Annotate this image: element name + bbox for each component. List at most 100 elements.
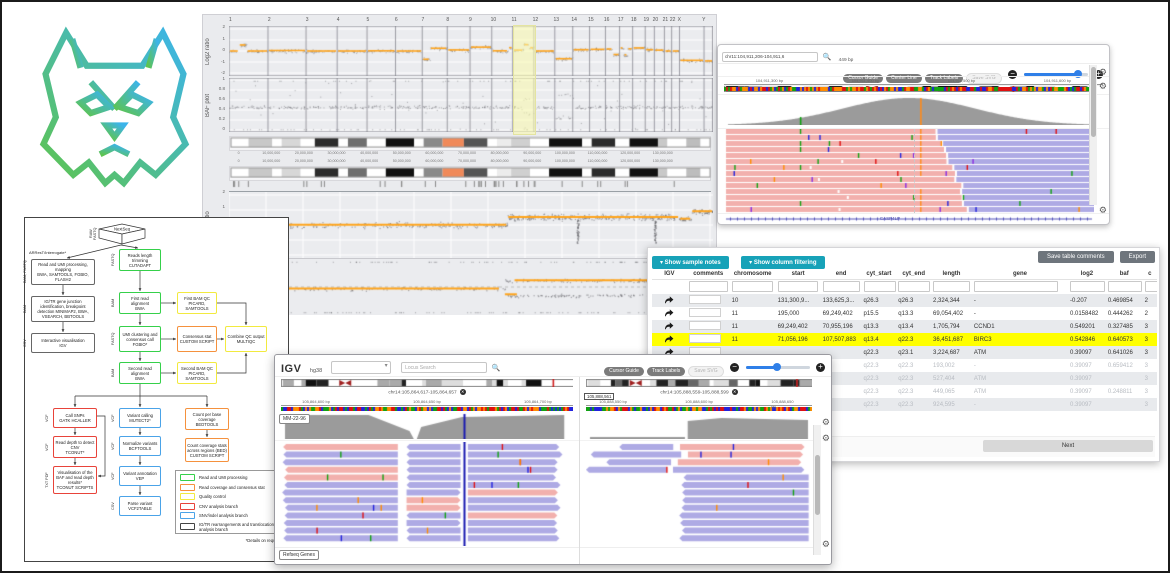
ruler-tick: 105,864,650 bp bbox=[413, 399, 441, 404]
filter-input-end[interactable] bbox=[823, 281, 860, 292]
scale-tick: 20,000,000 bbox=[295, 151, 313, 155]
locus-title: chr14:105,864,617-105,864,657✕ bbox=[275, 389, 579, 398]
flow-node-gr4: Second readalignmentBWA bbox=[119, 362, 161, 384]
chrom-label-3: 3 bbox=[306, 17, 309, 23]
igv-bottom-buttons: Cursor GuideTrack LabelsSave SVG bbox=[601, 359, 724, 376]
filter-input-baf[interactable] bbox=[1108, 281, 1142, 292]
scale-tick: 100,000,000 bbox=[555, 151, 575, 155]
filter-input-length[interactable] bbox=[933, 281, 970, 292]
chr11-log2-detail-plot[interactable] bbox=[229, 192, 713, 258]
comment-cell[interactable] bbox=[687, 333, 730, 346]
gear-icon[interactable]: ⚙ bbox=[1099, 81, 1107, 91]
cell-chromosome: 11 bbox=[730, 307, 776, 320]
column-header-gene[interactable]: gene bbox=[972, 269, 1068, 280]
export-button[interactable]: Export bbox=[1120, 251, 1155, 263]
scale-tick: 60,000,000 bbox=[425, 159, 443, 163]
zoom-slider[interactable] bbox=[746, 366, 810, 369]
gear-icon[interactable]: ⚙ bbox=[822, 417, 830, 427]
track-labels-button[interactable]: Track Labels bbox=[647, 367, 685, 376]
comment-cell[interactable] bbox=[687, 294, 730, 307]
vertical-scrollbar[interactable] bbox=[1089, 65, 1097, 205]
cell-c: 2 bbox=[1143, 294, 1157, 307]
save-svg-button[interactable]: Save SVG bbox=[688, 366, 723, 377]
close-icon[interactable]: ✕ bbox=[460, 389, 466, 395]
comment-input[interactable] bbox=[689, 308, 721, 317]
filter-input-gene[interactable] bbox=[974, 281, 1058, 292]
igv-link-icon[interactable] bbox=[652, 294, 687, 307]
chrom-label-7: 7 bbox=[421, 17, 424, 23]
filter-input-c[interactable] bbox=[1145, 281, 1157, 292]
column-header-log2[interactable]: log2 bbox=[1068, 269, 1106, 280]
cursor-guide-button[interactable]: Cursor Guide bbox=[604, 367, 644, 376]
search-icon[interactable]: 🔍 bbox=[822, 54, 831, 61]
flow-node-b3: Variant annotationVEP bbox=[119, 466, 161, 486]
filter-input-chromosome[interactable] bbox=[732, 281, 774, 292]
zoom-in-button[interactable]: + bbox=[816, 363, 825, 372]
gear-icon[interactable]: ⚙ bbox=[1099, 67, 1107, 77]
filter-input-comments[interactable] bbox=[689, 281, 728, 292]
coverage-track[interactable]: MM-22-96 bbox=[275, 412, 579, 440]
next-page-button[interactable]: Next bbox=[983, 440, 1153, 452]
column-header-cyt_start[interactable]: cyt_start bbox=[862, 269, 897, 280]
comment-input[interactable] bbox=[689, 295, 721, 304]
alignment-track[interactable] bbox=[580, 440, 818, 547]
gear-icon[interactable]: ⚙ bbox=[1099, 205, 1107, 215]
axis-tick: 1 bbox=[222, 76, 225, 81]
close-icon[interactable]: ✕ bbox=[732, 389, 738, 395]
filter-input-start[interactable] bbox=[778, 281, 819, 292]
comment-cell[interactable] bbox=[687, 307, 730, 320]
igv-link-icon[interactable] bbox=[652, 320, 687, 333]
scale-tick: 120,000,000 bbox=[620, 151, 640, 155]
alignment-track[interactable] bbox=[718, 129, 1109, 214]
alignment-track[interactable] bbox=[275, 440, 579, 547]
gear-icon[interactable]: ⚙ bbox=[822, 433, 830, 443]
vertical-scrollbar[interactable] bbox=[813, 425, 821, 555]
cell-baf bbox=[1106, 398, 1143, 411]
column-header-chromosome[interactable]: chromosome bbox=[730, 269, 776, 280]
save-table-comments-button[interactable]: Save table comments bbox=[1038, 251, 1114, 263]
filter-input-log2[interactable] bbox=[1070, 281, 1105, 292]
table-row[interactable]: 1169,249,40270,955,196q13.3q13.41,705,79… bbox=[652, 320, 1157, 333]
legend-footnote: *Details on request bbox=[175, 538, 281, 543]
chrom-label-22: 22 bbox=[670, 17, 676, 23]
column-header-length[interactable]: length bbox=[931, 269, 972, 280]
show-sample-notes-button[interactable]: ▾ Show sample notes bbox=[652, 256, 729, 269]
show-column-filtering-button[interactable]: ▾ Show column filtering bbox=[741, 256, 824, 269]
filter-input-cyt_end[interactable] bbox=[898, 281, 930, 292]
coverage-track[interactable] bbox=[580, 412, 818, 440]
chr11-baf-detail-plot[interactable] bbox=[229, 259, 713, 315]
genome-baf-plot[interactable] bbox=[229, 78, 713, 132]
locus-search-input[interactable]: Locus Search bbox=[401, 362, 487, 373]
column-header-IGV[interactable]: IGV bbox=[652, 269, 687, 280]
gear-icon[interactable]: ⚙ bbox=[822, 539, 830, 549]
coverage-track[interactable] bbox=[718, 95, 1109, 129]
igv-link-icon[interactable] bbox=[652, 333, 687, 346]
sample-label: MM-22-96 bbox=[279, 414, 310, 424]
ideogram bbox=[281, 379, 573, 387]
column-header-end[interactable]: end bbox=[821, 269, 862, 280]
filter-input-cyt_start[interactable] bbox=[864, 281, 896, 292]
genome-log2-plot[interactable] bbox=[229, 26, 713, 76]
table-row[interactable]: 10131,300,9...133,625,3...q26.3q26.32,32… bbox=[652, 294, 1157, 307]
gene-track: CASP4LP CASP4LP bbox=[718, 214, 1109, 225]
table-row[interactable]: 11195,00069,249,402p15.5q13.369,054,402-… bbox=[652, 307, 1157, 320]
column-header-start[interactable]: start bbox=[776, 269, 821, 280]
column-header-comments[interactable]: comments bbox=[687, 269, 730, 280]
search-icon[interactable]: 🔍 bbox=[492, 365, 501, 372]
comment-input[interactable] bbox=[689, 321, 721, 330]
track-select[interactable] bbox=[331, 361, 391, 374]
table-row[interactable]: 1171,056,196107,507,883q13.4q22.336,451,… bbox=[652, 333, 1157, 346]
comment-input[interactable] bbox=[689, 334, 721, 343]
cell-chromosome: 10 bbox=[730, 294, 776, 307]
chr11-ideogram-1[interactable] bbox=[230, 137, 712, 148]
nextseq-label: NextSeq bbox=[114, 227, 131, 232]
column-header-c[interactable]: c bbox=[1143, 269, 1157, 280]
zoom-out-button[interactable]: − bbox=[730, 363, 739, 372]
column-header-cyt_end[interactable]: cyt_end bbox=[896, 269, 931, 280]
chr11-ideogram-2[interactable] bbox=[230, 167, 712, 178]
comment-cell[interactable] bbox=[687, 320, 730, 333]
locus-input[interactable]: chr11:104,911,206-104,911,6 bbox=[722, 52, 818, 62]
cell-log2: 0.549201 bbox=[1068, 320, 1106, 333]
igv-link-icon[interactable] bbox=[652, 307, 687, 320]
column-header-baf[interactable]: baf bbox=[1106, 269, 1143, 280]
